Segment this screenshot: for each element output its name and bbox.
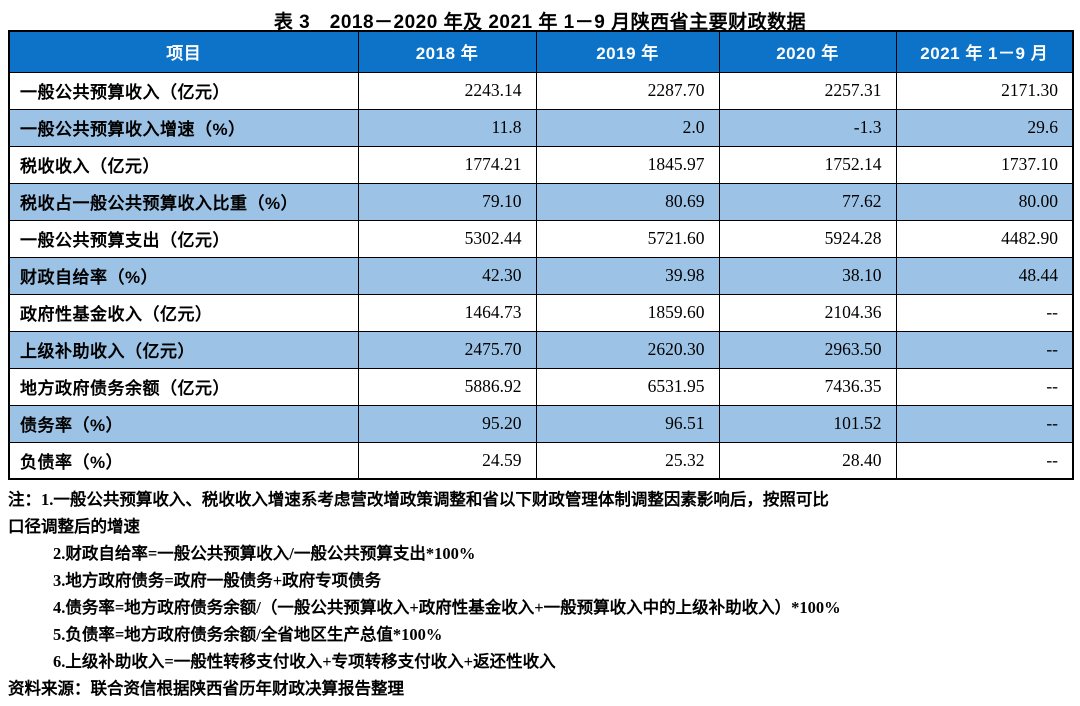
note-line: 5.负债率=地方政府债务余额/全省地区生产总值*100%	[53, 625, 443, 644]
cell-value: 77.62	[718, 182, 897, 221]
cell-value: 38.10	[718, 256, 897, 295]
cell-value: 1464.73	[357, 293, 537, 332]
table-row: 政府性基金收入（亿元） 1464.73 1859.60 2104.36 --	[8, 293, 1074, 332]
cell-value: 4482.90	[895, 219, 1074, 258]
cell-value: 2620.30	[535, 330, 720, 369]
cell-value: 2475.70	[357, 330, 537, 369]
row-label: 一般公共预算收入增速（%）	[8, 108, 359, 147]
cell-value: 95.20	[357, 404, 537, 443]
fiscal-data-table: 项目 2018 年 2019 年 2020 年 2021 年 1－9 月 一般公共预算收…	[8, 30, 1074, 480]
column-header-period: 2018 年	[357, 30, 537, 73]
cell-value: 28.40	[718, 441, 897, 480]
cell-value: 1845.97	[535, 145, 720, 184]
note-line: 6.上级补助收入=一般性转移支付收入+专项转移支付收入+返还性收入	[53, 652, 556, 671]
table-row: 上级补助收入（亿元） 2475.70 2620.30 2963.50 --	[8, 330, 1074, 369]
row-label: 税收占一般公共预算收入比重（%）	[8, 182, 359, 221]
cell-value: 2963.50	[718, 330, 897, 369]
cell-value: 80.00	[895, 182, 1074, 221]
cell-value: 2243.14	[357, 71, 537, 110]
cell-value: 1859.60	[535, 293, 720, 332]
row-label: 一般公共预算收入（亿元）	[8, 71, 359, 110]
cell-value: --	[895, 330, 1074, 369]
cell-value: 29.6	[895, 108, 1074, 147]
notes: 注：1.一般公共预算收入、税收收入增速系考虑营改增政策调整和省以下财政管理体制调…	[0, 486, 1080, 675]
cell-value: 5721.60	[535, 219, 720, 258]
source-line: 资料来源：联合资信根据陕西省历年财政决算报告整理	[8, 679, 404, 698]
row-label: 一般公共预算支出（亿元）	[8, 219, 359, 258]
cell-value: 42.30	[357, 256, 537, 295]
cell-value: 7436.35	[718, 367, 897, 406]
table-row: 债务率（%） 95.20 96.51 101.52 --	[8, 404, 1074, 443]
cell-value: 96.51	[535, 404, 720, 443]
cell-value: 101.52	[718, 404, 897, 443]
row-label: 政府性基金收入（亿元）	[8, 293, 359, 332]
row-label: 地方政府债务余额（亿元）	[8, 367, 359, 406]
cell-value: 5302.44	[357, 219, 537, 258]
cell-value: 1774.21	[357, 145, 537, 184]
column-header-period: 2021 年 1－9 月	[895, 30, 1074, 73]
table-row: 税收占一般公共预算收入比重（%） 79.10 80.69 77.62 80.00	[8, 182, 1074, 221]
table-header-row: 项目 2018 年 2019 年 2020 年 2021 年 1－9 月	[8, 30, 1074, 73]
cell-value: 24.59	[357, 441, 537, 480]
row-label: 负债率（%）	[8, 441, 359, 480]
cell-value: 1737.10	[895, 145, 1074, 184]
row-label: 税收收入（亿元）	[8, 145, 359, 184]
note-line: 注：1.一般公共预算收入、税收收入增速系考虑营改增政策调整和省以下财政管理体制调…	[8, 490, 829, 509]
note-line: 4.债务率=地方政府债务余额/（一般公共预算收入+政府性基金收入+一般预算收入中…	[53, 598, 841, 617]
row-label: 财政自给率（%）	[8, 256, 359, 295]
cell-value: 80.69	[535, 182, 720, 221]
cell-value: 5924.28	[718, 219, 897, 258]
cell-value: 25.32	[535, 441, 720, 480]
cell-value: 11.8	[357, 108, 537, 147]
cell-value: 2171.30	[895, 71, 1074, 110]
cell-value: 2287.70	[535, 71, 720, 110]
cell-value: 39.98	[535, 256, 720, 295]
column-header-period: 2019 年	[535, 30, 720, 73]
table-row: 地方政府债务余额（亿元） 5886.92 6531.95 7436.35 --	[8, 367, 1074, 406]
note-line: 2.财政自给率=一般公共预算收入/一般公共预算支出*100%	[53, 544, 476, 563]
row-label: 债务率（%）	[8, 404, 359, 443]
table-row: 一般公共预算支出（亿元） 5302.44 5721.60 5924.28 4482.90	[8, 219, 1074, 258]
cell-value: 6531.95	[535, 367, 720, 406]
table-row: 税收收入（亿元） 1774.21 1845.97 1752.14 1737.10	[8, 145, 1074, 184]
table-row: 一般公共预算收入（亿元） 2243.14 2287.70 2257.31 2171.30	[8, 71, 1074, 110]
cell-value: 48.44	[895, 256, 1074, 295]
cell-value: --	[895, 441, 1074, 480]
column-header-period: 2020 年	[718, 30, 897, 73]
cell-value: --	[895, 367, 1074, 406]
cell-value: --	[895, 404, 1074, 443]
cell-value: 2257.31	[718, 71, 897, 110]
column-header-item: 项目	[8, 30, 359, 73]
cell-value: -1.3	[718, 108, 897, 147]
note-line: 口径调整后的增速	[8, 517, 140, 536]
cell-value: 5886.92	[357, 367, 537, 406]
note-line: 3.地方政府债务=政府一般债务+政府专项债务	[53, 571, 382, 590]
table-row: 财政自给率（%） 42.30 39.98 38.10 48.44	[8, 256, 1074, 295]
table-row: 负债率（%） 24.59 25.32 28.40 --	[8, 441, 1074, 480]
row-label: 上级补助收入（亿元）	[8, 330, 359, 369]
cell-value: 2104.36	[718, 293, 897, 332]
document-title: 表 3 2018－2020 年及 2021 年 1－9 月陕西省主要财政数据	[273, 12, 807, 33]
cell-value: 79.10	[357, 182, 537, 221]
cell-value: 1752.14	[718, 145, 897, 184]
cell-value: 2.0	[535, 108, 720, 147]
cell-value: --	[895, 293, 1074, 332]
table-body: 一般公共预算收入（亿元） 2243.14 2287.70 2257.31 2171.30…	[8, 71, 1074, 480]
table-row: 一般公共预算收入增速（%） 11.8 2.0 -1.3 29.6	[8, 108, 1074, 147]
